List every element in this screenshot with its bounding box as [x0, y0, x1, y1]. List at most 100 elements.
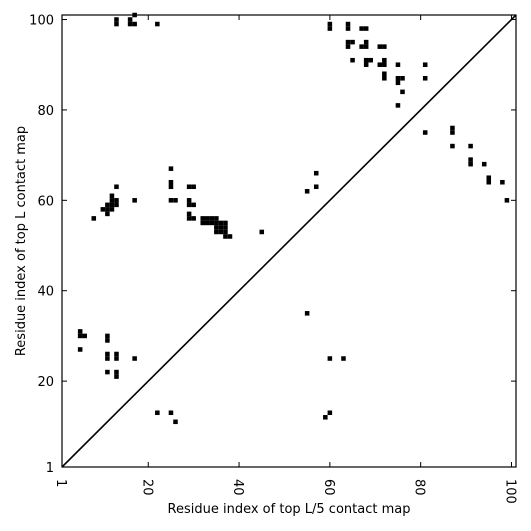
diagonal-line — [61, 14, 517, 468]
contact-point-upper — [132, 198, 137, 203]
contact-point-upper — [132, 21, 137, 27]
contact-point-upper — [345, 21, 351, 27]
contact-point-upper — [227, 234, 233, 239]
contact-point-lower — [105, 338, 110, 343]
contact-point-upper — [114, 17, 119, 22]
contact-point-upper — [395, 62, 401, 67]
y-tick-label: 80 — [37, 104, 54, 119]
contact-point-upper — [481, 161, 487, 167]
contact-point-lower — [77, 347, 83, 352]
contact-point-lower — [173, 419, 178, 425]
contact-point-upper — [223, 225, 228, 230]
contact-point-upper — [363, 62, 369, 67]
y-tick-label: 100 — [29, 14, 54, 29]
contact-point-upper — [205, 216, 210, 221]
contact-point-upper — [377, 44, 383, 49]
contact-point-upper — [114, 202, 119, 208]
contact-point-lower — [327, 410, 333, 416]
contact-point-upper — [100, 207, 106, 212]
contact-point-upper — [191, 216, 196, 221]
contact-point-upper — [109, 202, 115, 208]
contact-point-upper — [168, 184, 174, 190]
plot-area — [77, 12, 510, 425]
contact-point-upper — [168, 179, 174, 185]
contact-point-upper — [191, 202, 196, 208]
contact-point-upper — [105, 207, 110, 212]
contact-point-upper — [450, 130, 455, 135]
contact-point-upper — [91, 216, 97, 221]
contact-point-upper — [109, 207, 115, 212]
contact-point-upper — [363, 44, 369, 49]
contact-point-upper — [395, 103, 401, 108]
x-tick-label: 80 — [412, 479, 427, 496]
contact-point-upper — [109, 193, 115, 199]
x-tick-label: 40 — [230, 479, 245, 496]
contact-point-upper — [450, 125, 455, 131]
contact-point-upper — [468, 161, 473, 167]
contact-point-lower — [327, 356, 333, 361]
y-tick-label: 1 — [46, 461, 54, 476]
contact-point-upper — [363, 57, 369, 63]
contact-point-upper — [422, 130, 428, 135]
contact-point-upper — [377, 62, 383, 67]
x-tick-label: 20 — [139, 479, 154, 496]
contact-point-upper — [313, 184, 319, 190]
contact-point-upper — [209, 220, 215, 226]
contact-point-lower — [341, 356, 346, 361]
contact-point-upper — [223, 234, 228, 239]
contact-point-upper — [345, 44, 351, 49]
contact-point-upper — [191, 184, 196, 190]
contact-point-lower — [323, 415, 328, 420]
contact-point-upper — [382, 62, 387, 67]
contact-point-upper — [218, 225, 224, 230]
contact-point-upper — [422, 62, 428, 67]
x-axis-ticks: 1 20 40 60 80 100 — [53, 15, 517, 504]
contact-point-upper — [468, 143, 473, 149]
contact-point-upper — [114, 21, 119, 27]
contact-point-upper — [350, 57, 355, 63]
contact-point-upper — [363, 26, 369, 31]
contact-point-lower — [77, 329, 83, 334]
contact-point-upper — [359, 26, 364, 31]
contact-point-upper — [395, 80, 401, 86]
contact-point-lower — [304, 311, 310, 316]
contact-point-lower — [82, 333, 87, 339]
contact-point-upper — [105, 211, 110, 217]
contact-point-upper — [186, 216, 192, 221]
contact-point-upper — [327, 21, 333, 27]
contact-point-upper — [382, 71, 387, 77]
contact-point-upper — [155, 21, 160, 27]
contact-point-upper — [186, 211, 192, 217]
contact-point-lower — [114, 374, 119, 379]
contact-point-upper — [345, 26, 351, 31]
contact-point-upper — [382, 44, 387, 49]
contact-point-upper — [400, 89, 405, 95]
contact-point-upper — [382, 76, 387, 81]
contact-point-upper — [200, 220, 206, 226]
contact-point-upper — [214, 229, 219, 235]
contact-point-lower — [155, 410, 160, 416]
contact-point-upper — [327, 26, 333, 31]
contact-point-lower — [114, 356, 119, 361]
contact-point-upper — [127, 17, 133, 22]
contact-point-upper — [205, 220, 210, 226]
contact-point-upper — [127, 21, 133, 27]
contact-point-upper — [186, 202, 192, 208]
contact-point-upper — [368, 57, 373, 63]
x-axis-label: Residue index of top L/5 contact map — [168, 502, 411, 517]
contact-point-upper — [114, 184, 119, 190]
contact-point-upper — [168, 198, 174, 203]
contact-point-upper — [486, 179, 492, 185]
contact-point-upper — [359, 44, 364, 49]
y-tick-label: 60 — [37, 194, 54, 209]
contact-point-upper — [214, 216, 219, 221]
contact-point-upper — [304, 189, 310, 194]
x-tick-label: 100 — [502, 479, 517, 504]
contact-point-upper — [395, 76, 401, 81]
x-tick-label: 60 — [321, 479, 336, 496]
contact-point-upper — [313, 170, 319, 176]
contact-point-lower — [77, 333, 83, 339]
contact-point-lower — [105, 333, 110, 339]
contact-point-upper — [450, 143, 455, 149]
